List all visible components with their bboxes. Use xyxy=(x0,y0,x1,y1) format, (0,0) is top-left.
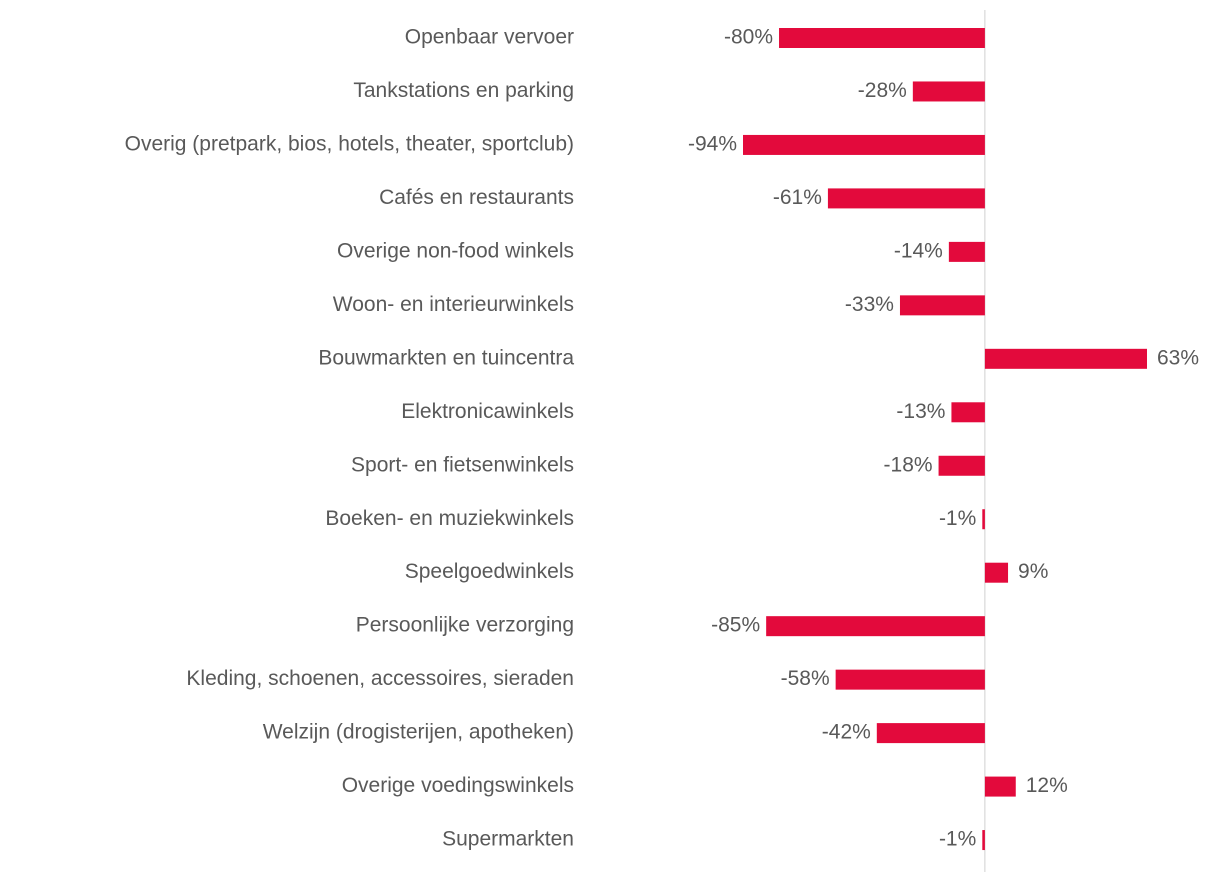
category-label: Boeken- en muziekwinkels xyxy=(325,507,574,530)
data-label: -33% xyxy=(845,293,894,316)
data-label: -14% xyxy=(894,239,943,262)
data-label: 63% xyxy=(1157,346,1199,369)
bar xyxy=(766,616,985,637)
data-label: -1% xyxy=(939,828,976,851)
data-label: -94% xyxy=(688,132,737,155)
bar xyxy=(982,509,985,530)
bar xyxy=(912,81,985,102)
bar xyxy=(984,562,1009,583)
category-label: Supermarkten xyxy=(442,828,574,851)
bar xyxy=(948,241,985,262)
data-label: -28% xyxy=(858,79,907,102)
data-label: -13% xyxy=(896,400,945,423)
data-label: -58% xyxy=(781,667,830,690)
category-label: Speelgoedwinkels xyxy=(405,560,574,583)
bar xyxy=(982,830,985,851)
bar xyxy=(899,295,985,316)
bar xyxy=(984,776,1016,797)
bar xyxy=(827,188,985,209)
data-label: 12% xyxy=(1026,774,1068,797)
bar xyxy=(835,669,985,690)
data-label: -18% xyxy=(884,453,933,476)
data-label: -61% xyxy=(773,186,822,209)
bar xyxy=(779,28,985,48)
category-label: Woon- en interieurwinkels xyxy=(333,293,574,316)
bar xyxy=(951,402,985,423)
category-label: Bouwmarkten en tuincentra xyxy=(318,346,574,369)
category-label: Overige voedingswinkels xyxy=(342,774,574,797)
category-label: Elektronicawinkels xyxy=(401,400,574,423)
category-label: Overige non-food winkels xyxy=(337,239,574,262)
data-label: 9% xyxy=(1018,560,1048,583)
data-label: -85% xyxy=(711,614,760,637)
category-label: Tankstations en parking xyxy=(353,79,574,102)
data-label: -80% xyxy=(724,26,773,49)
bar xyxy=(938,455,985,476)
category-label: Kleding, schoenen, accessoires, sieraden xyxy=(186,667,574,690)
bar xyxy=(743,134,985,155)
category-label: Persoonlijke verzorging xyxy=(356,614,574,637)
category-label: Sport- en fietsenwinkels xyxy=(351,453,574,476)
bar xyxy=(984,348,1147,369)
data-label: -42% xyxy=(822,721,871,744)
category-label: Openbaar vervoer xyxy=(405,26,574,49)
category-label: Cafés en restaurants xyxy=(379,186,574,209)
bar xyxy=(876,723,985,744)
category-label: Overig (pretpark, bios, hotels, theater,… xyxy=(125,132,574,155)
category-label: Welzijn (drogisterijen, apotheken) xyxy=(263,721,574,744)
data-label: -1% xyxy=(939,507,976,530)
